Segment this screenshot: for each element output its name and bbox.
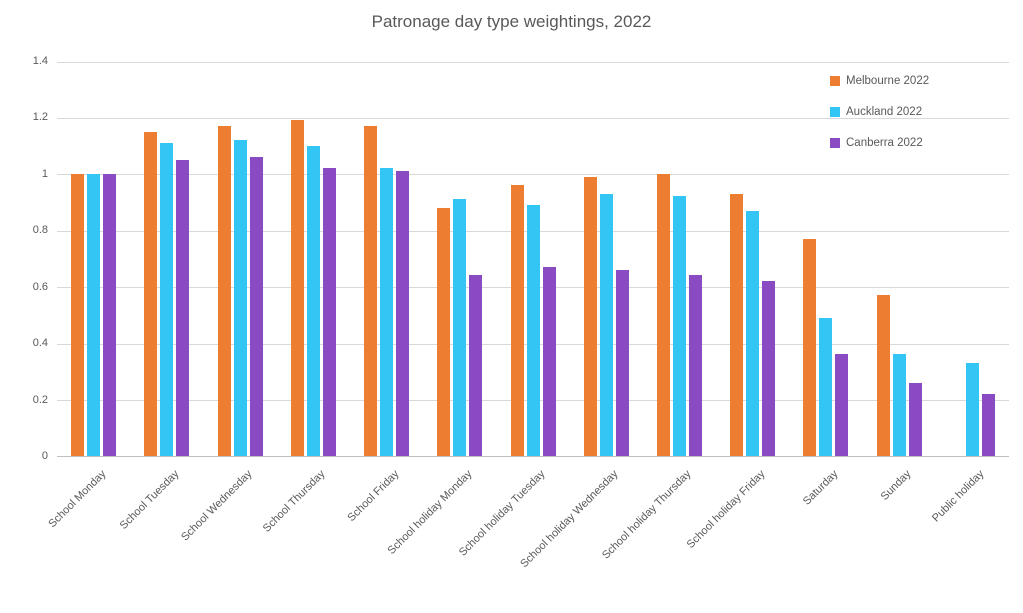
x-tick-label: School Wednesday bbox=[179, 468, 255, 544]
bar-melbourne-2022-school-holiday-tuesday bbox=[510, 185, 524, 456]
bar-melbourne-2022-school-holiday-wednesday bbox=[583, 176, 597, 456]
bar-canberra-2022-school-holiday-monday bbox=[469, 275, 483, 456]
legend: Melbourne 2022 Auckland 2022 Canberra 2022 bbox=[830, 71, 929, 153]
y-tick-label: 0.8 bbox=[32, 224, 48, 237]
legend-item-canberra-2022: Canberra 2022 bbox=[830, 133, 929, 153]
bar-auckland-2022-school-thursday bbox=[306, 145, 320, 456]
legend-item-melbourne-2022: Melbourne 2022 bbox=[830, 71, 929, 91]
x-tick-label: School Tuesday bbox=[117, 468, 182, 532]
chart-title: Patronage day type weightings, 2022 bbox=[371, 12, 652, 31]
bar-canberra-2022-school-friday bbox=[396, 171, 410, 456]
bar-auckland-2022-school-tuesday bbox=[160, 142, 174, 456]
y-tick-label: 1 bbox=[41, 167, 48, 180]
bar-auckland-2022-school-holiday-monday bbox=[453, 199, 467, 456]
bar-melbourne-2022-school-thursday bbox=[290, 120, 304, 456]
plot-area bbox=[57, 61, 1009, 457]
bar-canberra-2022-school-holiday-friday bbox=[762, 281, 776, 456]
x-tick-label: Public holiday bbox=[930, 468, 987, 525]
bar-canberra-2022-school-thursday bbox=[322, 168, 336, 456]
y-tick-label: 0.6 bbox=[32, 280, 48, 293]
bar-melbourne-2022-school-holiday-monday bbox=[437, 207, 451, 456]
bar-auckland-2022-school-monday bbox=[87, 173, 101, 456]
gridline bbox=[57, 117, 1009, 119]
x-tick-label: School Thursday bbox=[261, 468, 328, 535]
legend-swatch-icon bbox=[830, 138, 840, 148]
bar-canberra-2022-school-monday bbox=[103, 173, 117, 456]
bar-canberra-2022-school-wednesday bbox=[249, 156, 263, 456]
bar-canberra-2022-sunday bbox=[908, 382, 922, 456]
y-tick-label: 0.4 bbox=[32, 337, 48, 350]
bar-auckland-2022-public-holiday bbox=[965, 362, 979, 456]
x-tick-label: School holiday Friday bbox=[684, 468, 768, 551]
bar-canberra-2022-saturday bbox=[835, 354, 849, 456]
bar-canberra-2022-school-holiday-tuesday bbox=[542, 266, 556, 456]
bar-auckland-2022-school-holiday-wednesday bbox=[599, 193, 613, 456]
legend-label: Canberra 2022 bbox=[846, 137, 923, 149]
bar-auckland-2022-school-friday bbox=[380, 168, 394, 456]
y-tick-label: 1.4 bbox=[32, 55, 48, 67]
bar-melbourne-2022-school-holiday-thursday bbox=[656, 173, 670, 456]
bar-canberra-2022-school-holiday-wednesday bbox=[615, 269, 629, 456]
bar-auckland-2022-school-wednesday bbox=[233, 140, 247, 456]
y-tick-label: 0 bbox=[41, 450, 48, 462]
bar-auckland-2022-saturday bbox=[819, 317, 833, 456]
bar-canberra-2022-school-tuesday bbox=[176, 159, 190, 456]
x-tick-label: School holiday Monday bbox=[385, 468, 475, 557]
bar-melbourne-2022-saturday bbox=[803, 238, 817, 456]
legend-label: Melbourne 2022 bbox=[846, 75, 930, 87]
bar-auckland-2022-school-holiday-tuesday bbox=[526, 204, 540, 456]
bar-melbourne-2022-school-friday bbox=[364, 125, 378, 456]
legend-label: Auckland 2022 bbox=[846, 106, 923, 118]
bar-melbourne-2022-school-wednesday bbox=[217, 125, 231, 456]
bar-melbourne-2022-school-tuesday bbox=[144, 131, 158, 456]
x-tick-label: School Monday bbox=[45, 468, 109, 531]
bar-melbourne-2022-school-monday bbox=[71, 173, 85, 456]
bar-canberra-2022-school-holiday-thursday bbox=[688, 275, 702, 456]
gridline bbox=[57, 61, 1009, 63]
gridline bbox=[57, 174, 1009, 176]
bar-auckland-2022-sunday bbox=[892, 354, 906, 456]
legend-swatch-icon bbox=[830, 107, 840, 117]
y-tick-label: 0.2 bbox=[32, 393, 48, 406]
legend-item-auckland-2022: Auckland 2022 bbox=[830, 102, 929, 122]
bar-melbourne-2022-school-holiday-friday bbox=[730, 193, 744, 456]
bar-canberra-2022-public-holiday bbox=[981, 393, 995, 456]
y-tick-label: 1.2 bbox=[32, 111, 48, 124]
bar-auckland-2022-school-holiday-friday bbox=[746, 210, 760, 456]
x-tick-label: Sunday bbox=[878, 468, 914, 503]
bar-auckland-2022-school-holiday-thursday bbox=[672, 196, 686, 456]
legend-swatch-icon bbox=[830, 76, 840, 86]
x-tick-label: School Friday bbox=[344, 468, 402, 525]
x-axis-line bbox=[57, 456, 1009, 457]
x-tick-label: Saturday bbox=[800, 468, 841, 508]
bar-melbourne-2022-sunday bbox=[876, 295, 890, 456]
